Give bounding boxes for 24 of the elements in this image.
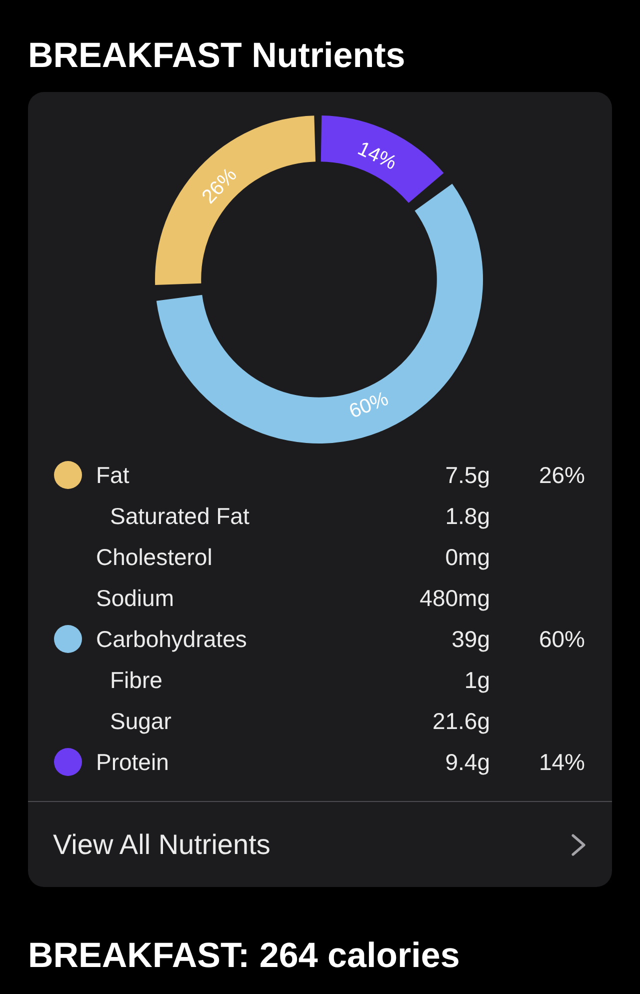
- legend-label: Carbohydrates: [96, 624, 247, 654]
- text: Sugar: [110, 706, 172, 736]
- data-label: 60%: [346, 388, 392, 424]
- text: View All Nutrients: [53, 829, 270, 860]
- text: 21.6g: [432, 706, 490, 736]
- text: 9.4g: [445, 748, 490, 777]
- data-label: 14%: [354, 138, 400, 175]
- text: 14%: [538, 748, 585, 774]
- legend-label: Protein: [96, 748, 169, 776]
- text: Fibre: [110, 666, 162, 694]
- text: 1.8g: [445, 502, 490, 531]
- text: 1g: [464, 666, 490, 695]
- text: 480mg: [420, 584, 490, 613]
- text: 60%: [538, 626, 585, 652]
- text: BREAKFAST: 264 calories: [28, 936, 460, 976]
- chart-title: BREAKFAST Nutrients: [28, 36, 406, 76]
- text: Sodium: [96, 584, 174, 612]
- text: Saturated Fat: [110, 502, 250, 530]
- text: 7.5g: [445, 460, 490, 490]
- text: 39g: [452, 624, 490, 654]
- text: Cholesterol: [96, 542, 212, 572]
- text: 26%: [538, 462, 585, 488]
- legend-label: Fat: [96, 460, 130, 490]
- text: 0mg: [445, 542, 490, 572]
